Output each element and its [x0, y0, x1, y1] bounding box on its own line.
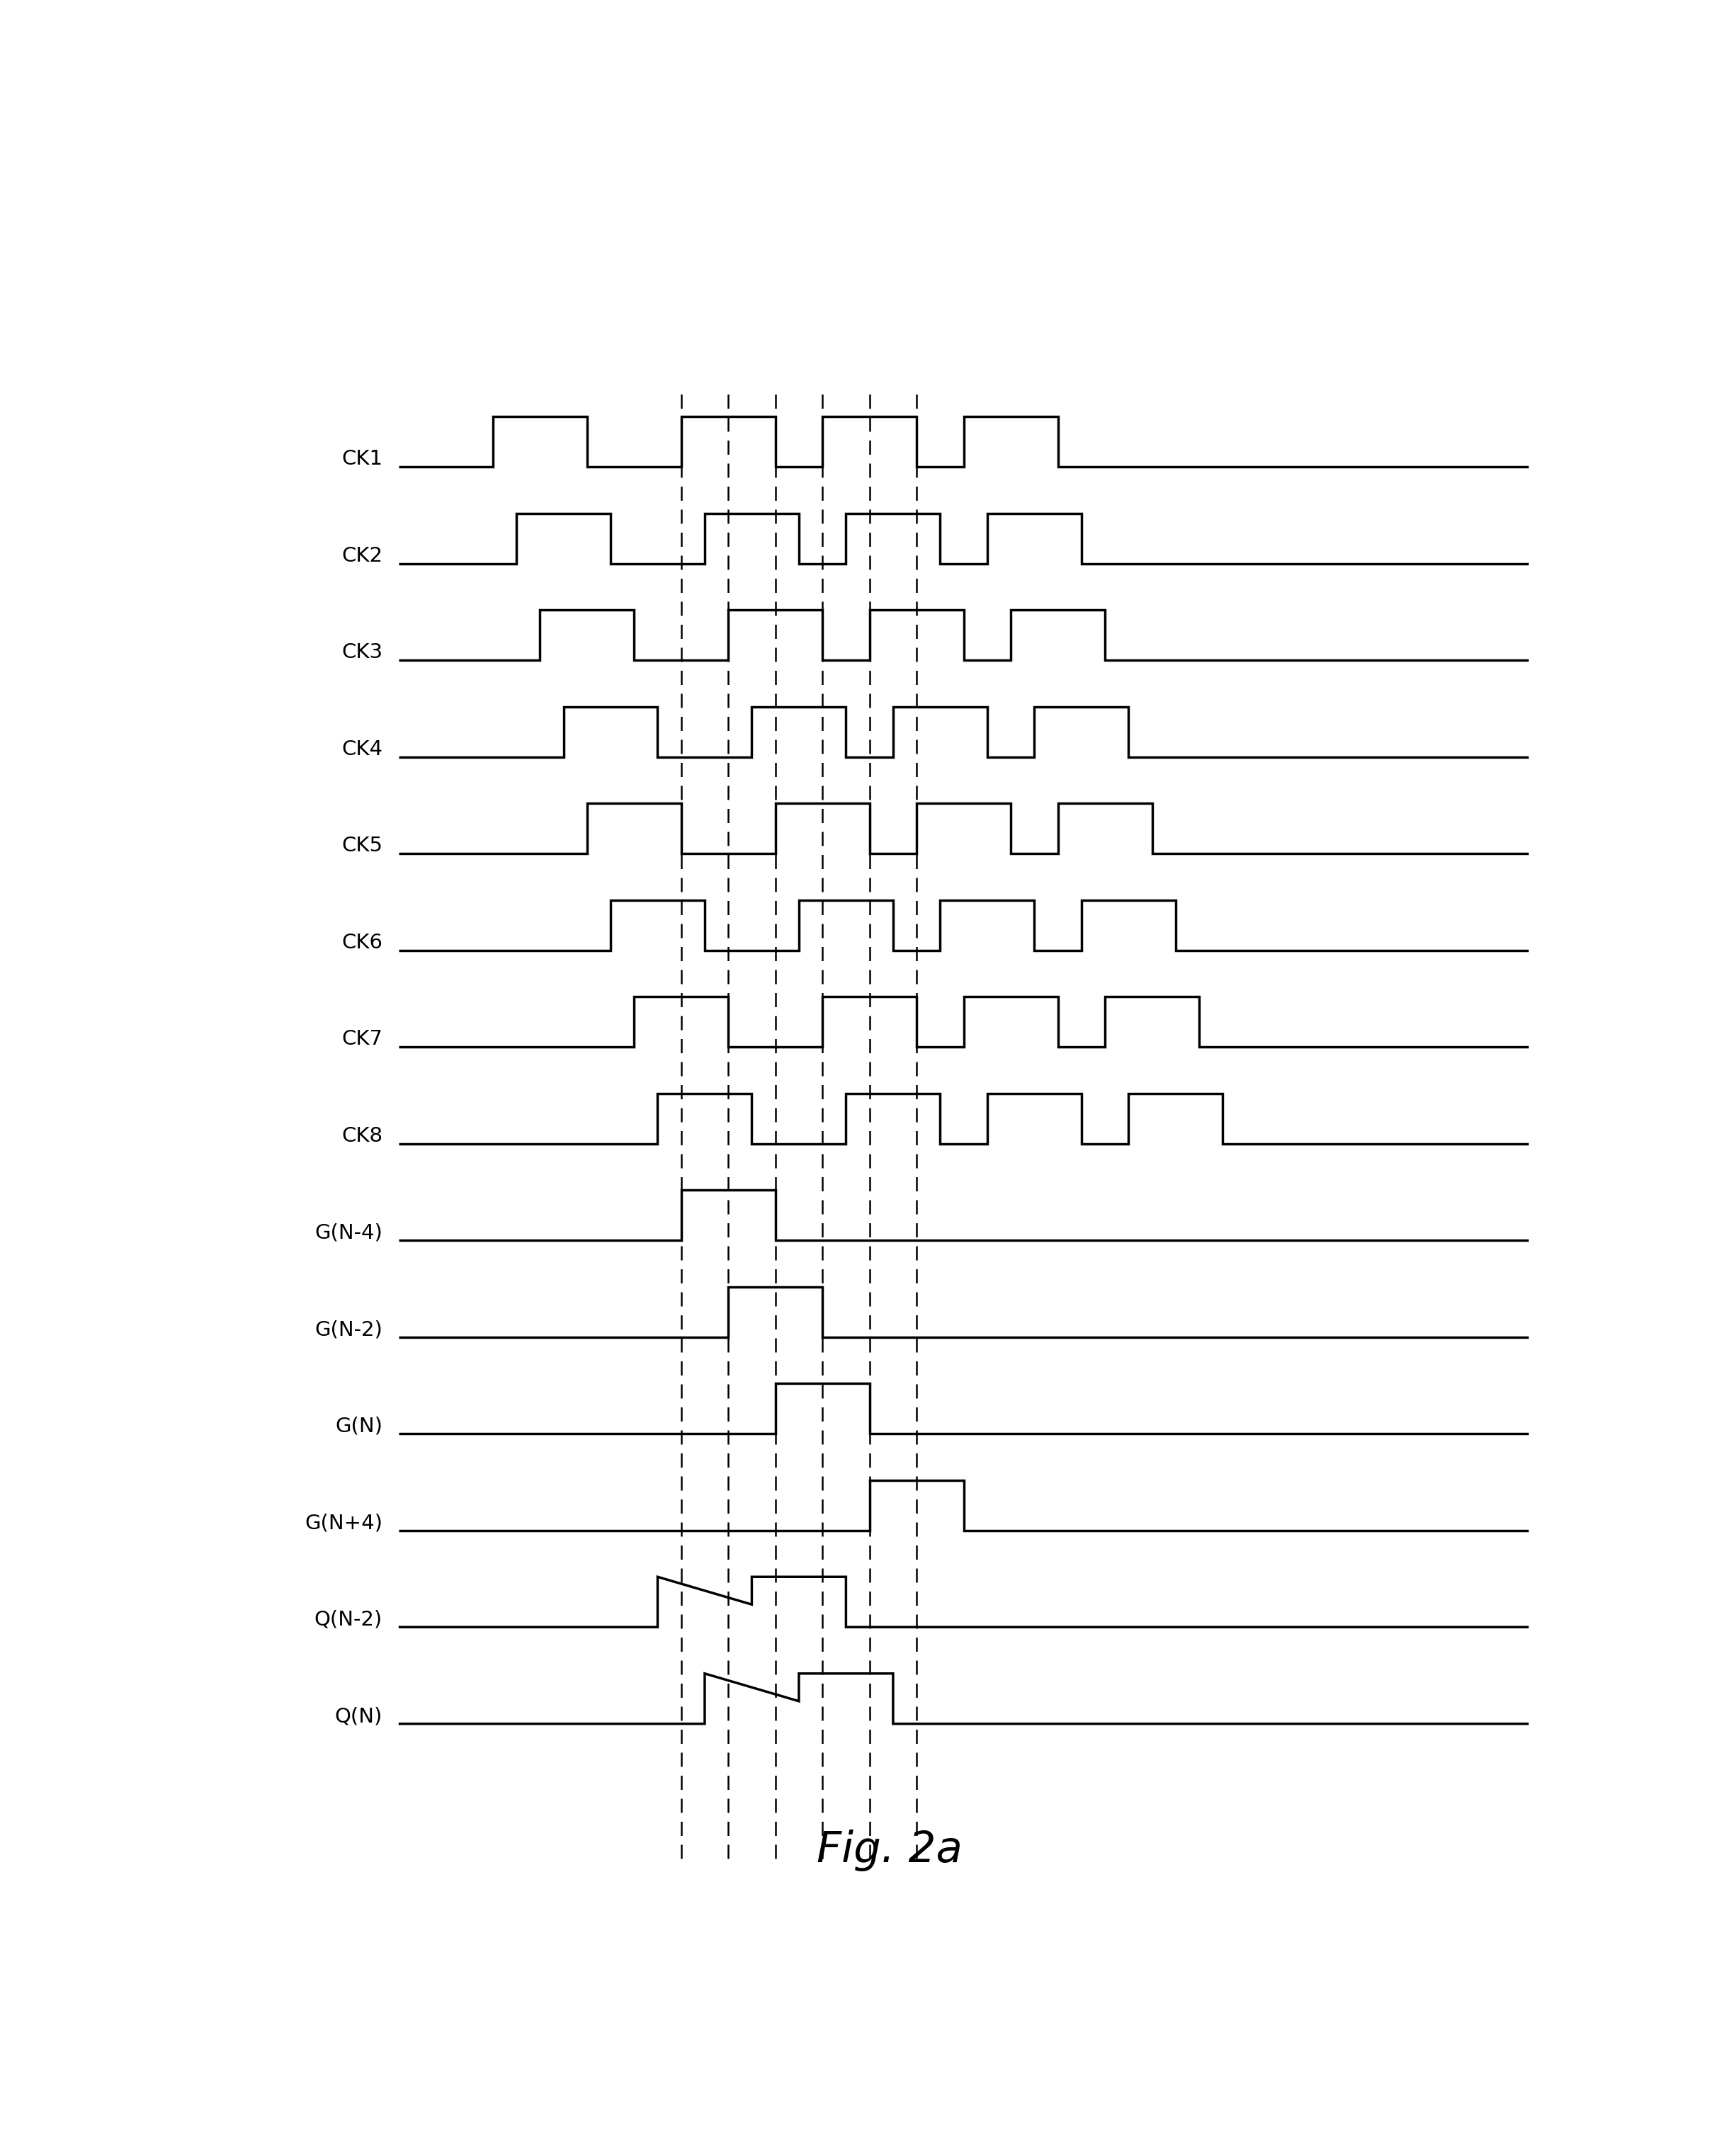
Text: Q(N): Q(N) [335, 1707, 382, 1726]
Text: G(N+4): G(N+4) [304, 1514, 382, 1533]
Text: Q(N-2): Q(N-2) [314, 1610, 382, 1629]
Text: G(N): G(N) [335, 1417, 382, 1436]
Text: CK3: CK3 [342, 643, 382, 662]
Text: Fig. 2a: Fig. 2a [816, 1829, 963, 1872]
Text: CK2: CK2 [342, 547, 382, 566]
Text: CK8: CK8 [342, 1126, 382, 1147]
Text: CK4: CK4 [342, 740, 382, 759]
Text: G(N-4): G(N-4) [314, 1222, 382, 1244]
Text: CK1: CK1 [342, 450, 382, 470]
Text: G(N-2): G(N-2) [314, 1319, 382, 1340]
Text: CK6: CK6 [342, 933, 382, 952]
Text: CK5: CK5 [342, 836, 382, 855]
Text: CK7: CK7 [342, 1029, 382, 1048]
